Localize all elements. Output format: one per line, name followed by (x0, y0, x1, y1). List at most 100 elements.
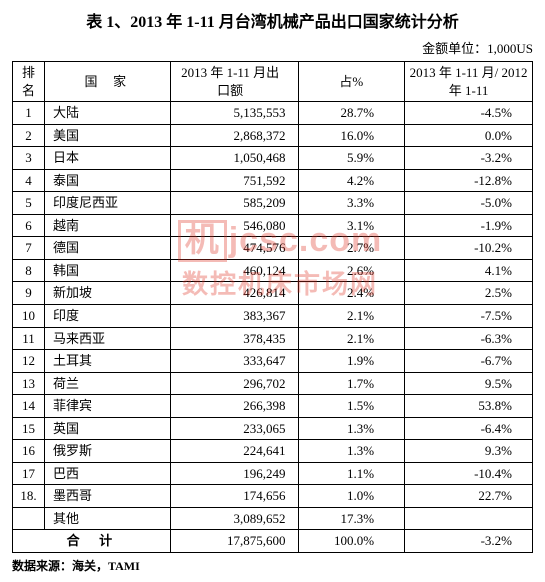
cell-rank: 12 (13, 350, 45, 373)
cell-pct: 3.3% (298, 192, 405, 215)
cell-pct: 1.0% (298, 485, 405, 508)
col-country-header: 国家 (44, 62, 170, 102)
cell-country: 大陆 (44, 102, 170, 125)
cell-export: 333,647 (170, 350, 298, 373)
table-row: 7德国474,5762.7%-10.2% (13, 237, 533, 260)
table-row: 11马来西亚378,4352.1%-6.3% (13, 327, 533, 350)
table-title: 表 1、2013 年 1-11 月台湾机械产品出口国家统计分析 (12, 8, 533, 32)
header-row: 排名 国家 2013 年 1-11 月出口额 占% 2013 年 1-11 月/… (13, 62, 533, 102)
cell-pct: 1.7% (298, 372, 405, 395)
cell-change: 9.5% (405, 372, 533, 395)
cell-pct: 4.2% (298, 169, 405, 192)
cell-rank: 11 (13, 327, 45, 350)
cell-export: 174,656 (170, 485, 298, 508)
cell-country: 印度 (44, 305, 170, 328)
col-export-header: 2013 年 1-11 月出口额 (170, 62, 298, 102)
cell-rank: 9 (13, 282, 45, 305)
cell-rank: 14 (13, 395, 45, 418)
cell-pct: 3.1% (298, 214, 405, 237)
cell-change: -4.5% (405, 102, 533, 125)
cell-change: -6.4% (405, 417, 533, 440)
cell-pct: 2.4% (298, 282, 405, 305)
cell-country: 美国 (44, 124, 170, 147)
cell-export: 296,702 (170, 372, 298, 395)
cell-export: 2,868,372 (170, 124, 298, 147)
total-pct: 100.0% (298, 530, 405, 553)
table-row: 3日本1,050,4685.9%-3.2% (13, 147, 533, 170)
cell-export: 474,576 (170, 237, 298, 260)
cell-country: 其他 (44, 507, 170, 530)
cell-change: 9.3% (405, 440, 533, 463)
data-source: 数据来源：海关，TAMI (12, 557, 533, 574)
cell-rank: 7 (13, 237, 45, 260)
cell-pct: 2.7% (298, 237, 405, 260)
table-row: 18.墨西哥174,6561.0%22.7% (13, 485, 533, 508)
export-table: 排名 国家 2013 年 1-11 月出口额 占% 2013 年 1-11 月/… (12, 61, 533, 553)
cell-change: -1.9% (405, 214, 533, 237)
cell-pct: 1.3% (298, 417, 405, 440)
cell-rank: 18. (13, 485, 45, 508)
cell-country: 马来西亚 (44, 327, 170, 350)
col-rank-header: 排名 (13, 62, 45, 102)
cell-export: 460,124 (170, 259, 298, 282)
cell-export: 266,398 (170, 395, 298, 418)
cell-country: 菲律宾 (44, 395, 170, 418)
cell-export: 1,050,468 (170, 147, 298, 170)
cell-change: 22.7% (405, 485, 533, 508)
cell-export: 383,367 (170, 305, 298, 328)
table-row: 8韩国460,1242.6%4.1% (13, 259, 533, 282)
cell-country: 韩国 (44, 259, 170, 282)
total-export: 17,875,600 (170, 530, 298, 553)
table-row: 9新加坡426,8142.4%2.5% (13, 282, 533, 305)
cell-rank: 6 (13, 214, 45, 237)
cell-change: 2.5% (405, 282, 533, 305)
cell-country: 德国 (44, 237, 170, 260)
table-row: 12土耳其333,6471.9%-6.7% (13, 350, 533, 373)
cell-pct: 16.0% (298, 124, 405, 147)
cell-country: 土耳其 (44, 350, 170, 373)
cell-export: 426,814 (170, 282, 298, 305)
total-label: 合计 (13, 530, 171, 553)
cell-export: 233,065 (170, 417, 298, 440)
cell-rank: 4 (13, 169, 45, 192)
cell-rank: 1 (13, 102, 45, 125)
cell-rank: 8 (13, 259, 45, 282)
col-change-header: 2013 年 1-11 月/ 2012 年 1-11 (405, 62, 533, 102)
cell-export: 378,435 (170, 327, 298, 350)
table-row: 14菲律宾266,3981.5%53.8% (13, 395, 533, 418)
cell-rank: 15 (13, 417, 45, 440)
cell-change: -3.2% (405, 147, 533, 170)
cell-export: 585,209 (170, 192, 298, 215)
cell-country: 越南 (44, 214, 170, 237)
cell-country: 荷兰 (44, 372, 170, 395)
table-row: 10印度383,3672.1%-7.5% (13, 305, 533, 328)
cell-change: -12.8% (405, 169, 533, 192)
cell-rank: 17 (13, 462, 45, 485)
table-body: 1大陆5,135,55328.7%-4.5%2美国2,868,37216.0%0… (13, 102, 533, 553)
cell-country: 新加坡 (44, 282, 170, 305)
cell-country: 日本 (44, 147, 170, 170)
total-row: 合计17,875,600100.0%-3.2% (13, 530, 533, 553)
table-row: 其他3,089,65217.3% (13, 507, 533, 530)
cell-change: 0.0% (405, 124, 533, 147)
cell-country: 巴西 (44, 462, 170, 485)
table-row: 4泰国751,5924.2%-12.8% (13, 169, 533, 192)
cell-pct: 1.9% (298, 350, 405, 373)
cell-rank: 5 (13, 192, 45, 215)
cell-pct: 28.7% (298, 102, 405, 125)
cell-pct: 2.6% (298, 259, 405, 282)
cell-change: -6.7% (405, 350, 533, 373)
cell-rank: 3 (13, 147, 45, 170)
table-row: 6越南546,0803.1%-1.9% (13, 214, 533, 237)
cell-rank (13, 507, 45, 530)
cell-rank: 16 (13, 440, 45, 463)
cell-export: 224,641 (170, 440, 298, 463)
cell-change: 4.1% (405, 259, 533, 282)
table-row: 17巴西196,2491.1%-10.4% (13, 462, 533, 485)
table-row: 15英国233,0651.3%-6.4% (13, 417, 533, 440)
cell-rank: 10 (13, 305, 45, 328)
cell-export: 5,135,553 (170, 102, 298, 125)
cell-pct: 17.3% (298, 507, 405, 530)
cell-change (405, 507, 533, 530)
cell-change: -10.2% (405, 237, 533, 260)
